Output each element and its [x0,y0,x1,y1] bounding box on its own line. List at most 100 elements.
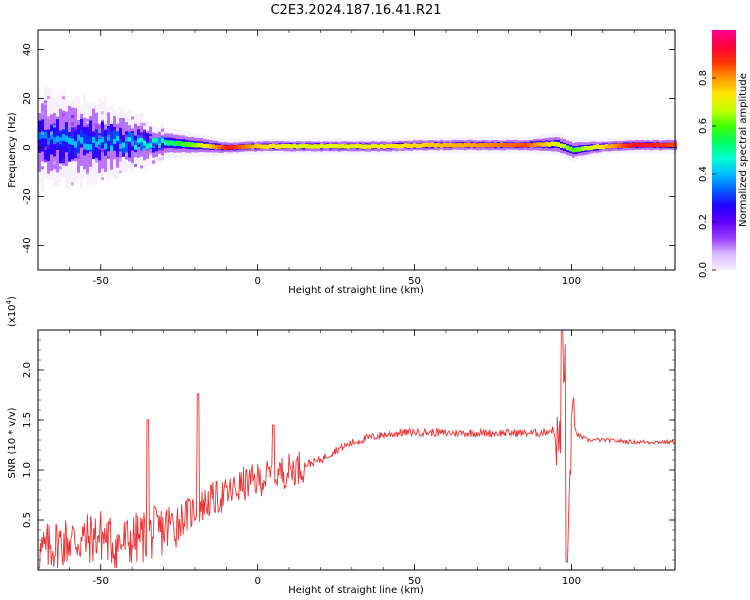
spectrogram-cell [89,144,92,151]
spectrogram-cell [410,143,413,149]
spectrogram-speckle [125,153,128,157]
spectrogram-cell [227,145,230,150]
spectrogram-speckle [107,134,110,138]
spectrogram-cell [395,144,398,149]
spectrogram-cell [53,123,56,141]
spectrogram-cell [77,134,80,141]
spectrogram-speckle [53,161,56,165]
spectrogram-cell [452,143,455,148]
spectrogram-cell [332,143,335,149]
spectrogram-speckle [140,134,143,138]
spectrogram-cell [626,143,629,148]
spectrogram-speckle [41,111,44,115]
spectrogram-speckle [53,124,56,128]
spectrogram-cell [197,142,200,148]
spectrogram-speckle [62,96,65,100]
spectrogram-cell [65,125,68,143]
spectrogram-cell [71,127,74,144]
spectrogram-cell [110,145,113,151]
snr-y-tick-label: 0.5 [22,512,33,528]
spectrogram-cell [248,144,251,149]
spectrogram-cell [101,136,104,143]
spectrogram-speckle [158,145,161,149]
spectrogram-speckle [44,146,47,150]
spectrogram-cell [167,141,170,146]
snr-x-tick-label: 100 [562,576,581,587]
spectrogram-y-tick-label: -40 [22,237,33,253]
spectrogram-speckle [47,95,50,99]
spectrogram-cell [551,141,554,146]
snr-plot-area [38,330,675,570]
spectrogram-cell [488,143,491,148]
spectrogram-speckle [71,115,74,119]
spectrogram-cell [224,145,227,150]
spectrogram-cell [614,143,617,148]
spectrogram-cell [320,143,323,149]
spectrogram-speckle [47,145,50,149]
spectrogram-cell [338,144,341,149]
spectrogram-cell [200,143,203,148]
spectrogram-cell [659,142,662,148]
spectrogram-cell [665,142,668,148]
spectrogram-cell [104,136,107,151]
snr-ticks: -50 0 50 100 0.5 1.0 1.5 2.0 [22,330,675,587]
spectrogram-cell [596,144,599,149]
spectrogram-cell [275,144,278,149]
spectrogram-cell [287,143,290,149]
spectrogram-cell [131,132,134,144]
spectrogram-speckle [161,128,164,132]
colorbar-gradient [712,30,736,270]
spectrogram-speckle [59,166,62,170]
spectrogram-cell [554,141,557,147]
spectrogram-x-tick-label: -50 [93,276,109,287]
spectrogram-x-axis-label: Height of straight line (km) [288,285,424,296]
spectrogram-speckle [44,159,47,163]
spectrogram-cell [173,141,176,146]
spectrogram-speckle [77,161,80,165]
snr-scale-prefix: (x10 [7,304,18,327]
spectrogram-cell [476,143,479,148]
spectrogram-cell [146,144,149,149]
spectrogram-cell [242,144,245,150]
spectrogram-cell [206,143,209,149]
spectrogram-cell [464,142,467,148]
spectrogram-cell [44,131,47,139]
spectrogram-speckle [143,129,146,133]
spectrogram-y-axis-label: Frequency (Hz) [7,112,18,188]
spectrogram-speckle [152,143,155,147]
spectrogram-cell [86,134,89,151]
colorbar: 0.0 0.2 0.4 0.6 0.8 Normalized spectral ampl… [698,30,749,278]
spectrogram-cell [113,138,116,145]
spectrogram-speckle [95,159,98,163]
spectrogram-cell [266,144,269,150]
spectrogram-cell [56,135,59,143]
spectrogram-cell [218,144,221,150]
spectrogram-cell [359,144,362,149]
spectrogram-speckle [107,155,110,159]
spectrogram-speckle [47,116,50,120]
spectrogram-cell [503,142,506,148]
spectrogram-cell [104,143,107,150]
colorbar-tick-label: 0.2 [698,214,709,230]
spectrogram-cell [239,144,242,149]
spectrogram-frame [37,29,676,271]
spectrogram-speckle [116,153,119,157]
spectrogram-x-tick-label: 0 [254,276,260,287]
spectrogram-cell [299,144,302,149]
spectrogram-cell [383,144,386,149]
spectrogram-y-tick-label: 0 [22,144,33,150]
spectrogram-cell [74,141,77,148]
spectrogram-speckle [149,135,152,139]
spectrogram-cell [143,140,146,146]
spectrogram-speckle [59,125,62,129]
spectrogram-cell [437,142,440,148]
spectrogram-speckle [53,158,56,162]
spectrogram-cell [470,142,473,148]
spectrogram-cell [170,141,173,146]
spectrogram-cell [62,132,65,164]
snr-x-tick-label: 50 [408,576,421,587]
spectrogram-cell [518,142,521,148]
spectrogram-cell [116,135,119,141]
spectrogram-cell [434,143,437,148]
spectrogram-cell [323,144,326,149]
